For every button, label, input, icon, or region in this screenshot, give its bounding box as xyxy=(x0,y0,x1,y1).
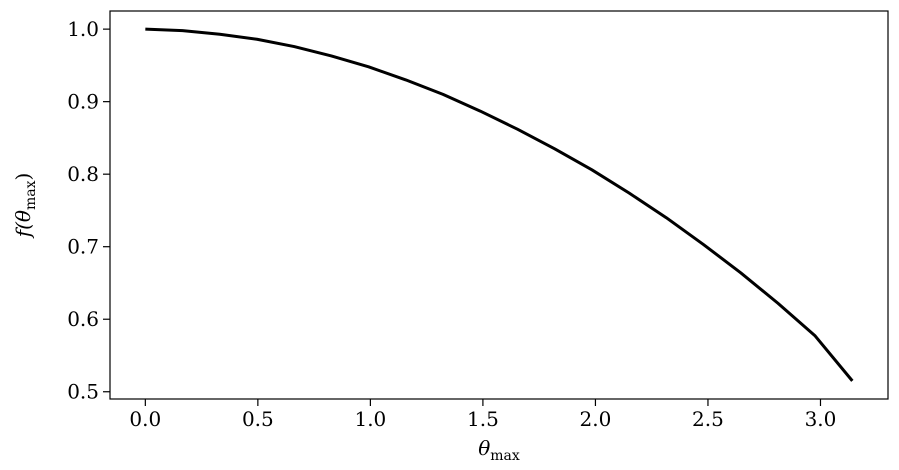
y-axis-label-suffix: ) xyxy=(11,173,35,181)
y-tick-label: 0.8 xyxy=(67,162,99,186)
y-tick-label: 1.0 xyxy=(67,17,99,41)
x-axis-label-subscript: max xyxy=(490,448,520,464)
x-tick-label: 0.0 xyxy=(129,407,161,431)
x-tick-label: 0.5 xyxy=(242,407,274,431)
plot-frame xyxy=(109,10,889,400)
y-axis-label-prefix: f( xyxy=(11,221,35,239)
plot-layer xyxy=(145,27,854,382)
x-tick-label: 1.5 xyxy=(467,407,499,431)
y-tick-label: 0.6 xyxy=(67,307,99,331)
y-axis-ticks: 0.5 0.6 0.7 0.8 0.9 1.0 xyxy=(67,17,110,404)
x-tick-label: 1.0 xyxy=(354,407,386,431)
y-tick-label: 0.5 xyxy=(67,380,99,404)
x-axis-label-symbol: θ xyxy=(478,436,490,460)
x-tick-label: 3.0 xyxy=(805,407,837,431)
y-tick-label: 0.7 xyxy=(67,235,99,259)
y-axis-label: f(θmax) xyxy=(11,173,39,240)
y-tick-label: 0.9 xyxy=(67,90,99,114)
y-axis-label-subscript: max xyxy=(23,180,39,210)
x-tick-label: 2.0 xyxy=(580,407,612,431)
x-axis-ticks: 0.0 0.5 1.0 1.5 2.0 2.5 3.0 xyxy=(129,399,836,431)
x-tick-label: 2.5 xyxy=(692,407,724,431)
x-axis-label: θmax xyxy=(478,436,520,464)
series-line xyxy=(145,27,854,382)
y-axis-label-symbol: θ xyxy=(11,210,35,222)
